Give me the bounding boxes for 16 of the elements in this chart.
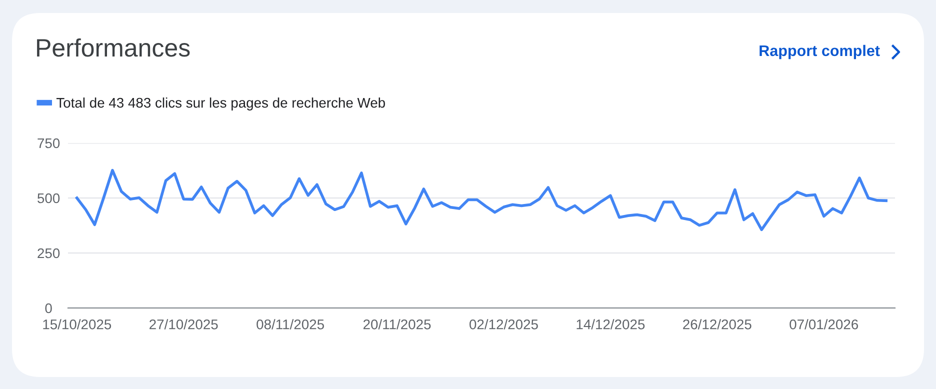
- x-tick-label: 14/12/2025: [576, 319, 645, 330]
- x-tick-label: 27/10/2025: [150, 319, 218, 330]
- x-tick-label: 26/12/2025: [683, 319, 752, 330]
- y-tick-label: 0: [45, 303, 52, 314]
- x-tick-label: 20/11/2025: [363, 319, 431, 330]
- y-tick-label: 750: [38, 138, 60, 148]
- y-tick-label: 500: [38, 193, 60, 204]
- x-tick-label: 02/12/2025: [470, 319, 538, 330]
- x-tick-label: 07/01/2026: [790, 319, 858, 330]
- chart-title: Performances: [37, 38, 190, 57]
- line-series: [76, 168, 888, 232]
- y-tick-label: 250: [38, 248, 60, 258]
- legend-label: Total de 43 483 clics sur les pages de recherche Web: [56, 98, 385, 110]
- text: Rapport complet: [760, 44, 880, 60]
- x-tick-label: 15/10/2025: [43, 319, 112, 330]
- x-tick-label: 08/11/2025: [256, 319, 324, 330]
